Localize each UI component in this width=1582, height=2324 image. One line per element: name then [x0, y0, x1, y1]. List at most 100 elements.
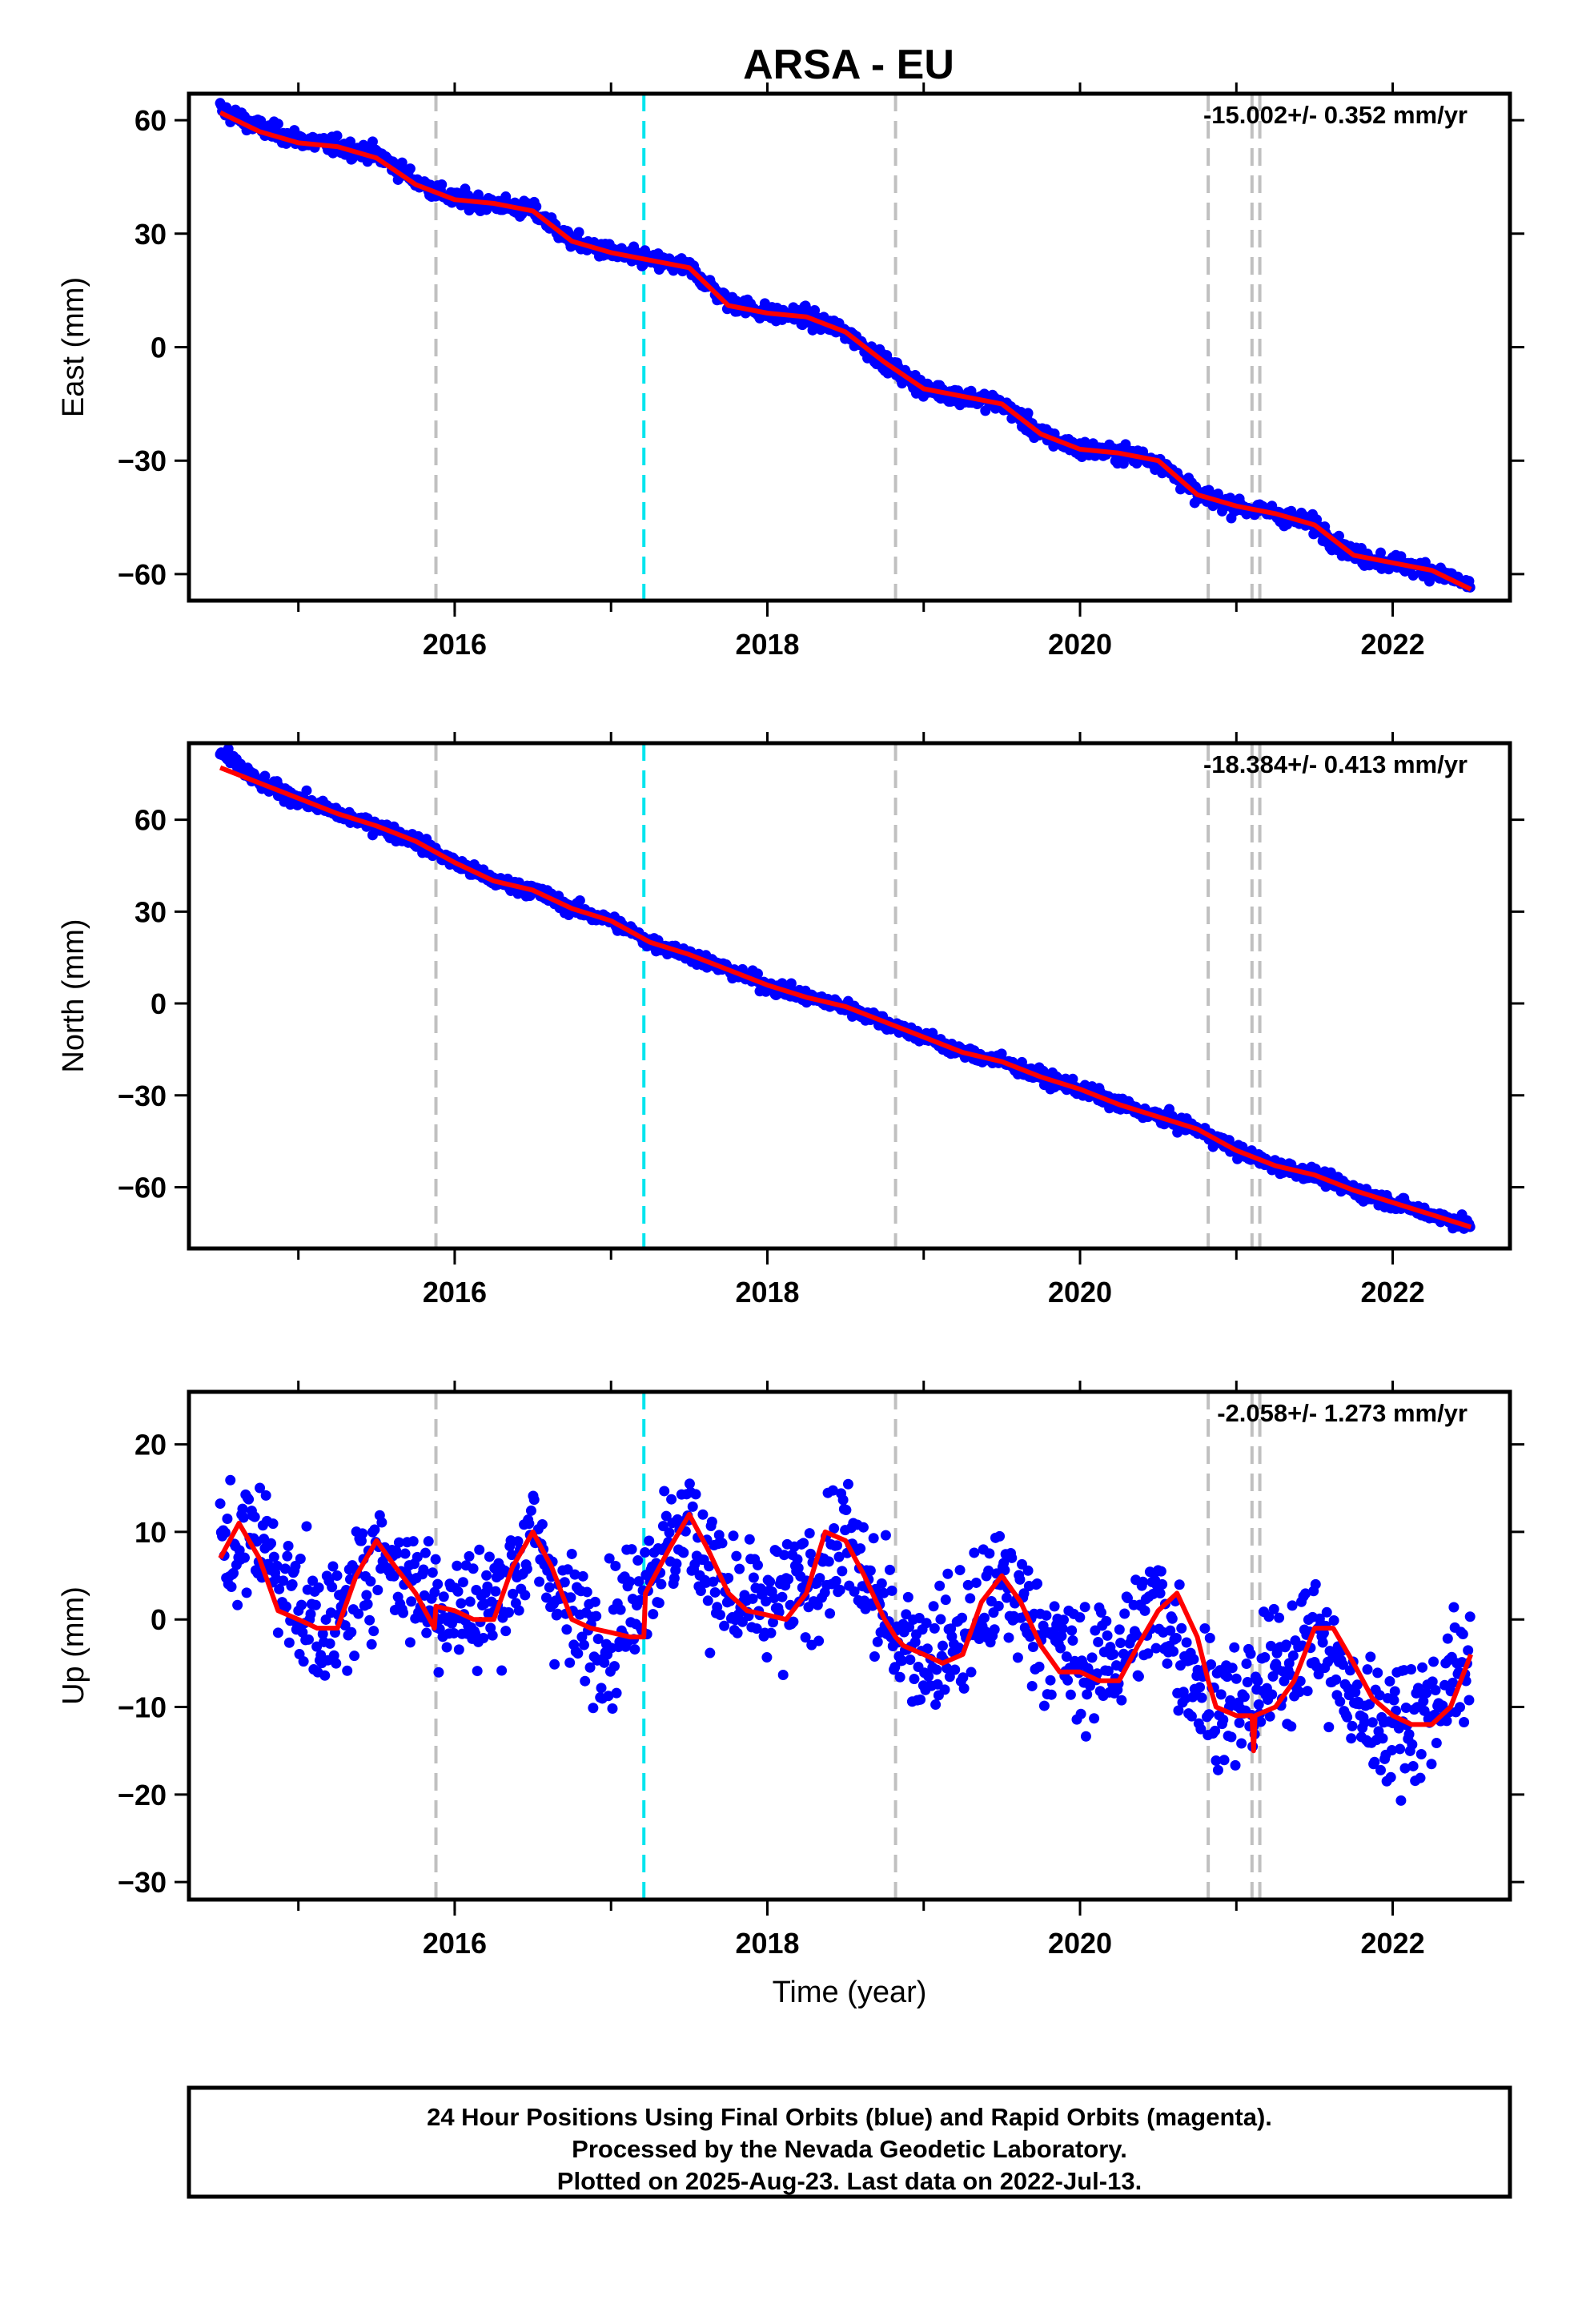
up-data-point [580, 1675, 591, 1687]
up-data-point [226, 1582, 237, 1593]
north-data-point [574, 895, 585, 906]
up-data-point [894, 1671, 905, 1683]
north-y-tick-label: 30 [135, 895, 167, 928]
up-data-point [504, 1607, 515, 1618]
up-data-point [994, 1530, 1006, 1542]
east-x-tick-label: 2020 [1048, 628, 1112, 661]
up-data-point [430, 1554, 441, 1565]
up-data-point [1212, 1764, 1223, 1775]
up-data-point [1211, 1755, 1222, 1766]
up-data-point [768, 1617, 779, 1628]
up-data-point [564, 1657, 576, 1668]
up-data-point [761, 1596, 772, 1607]
up-data-point [1338, 1659, 1349, 1671]
north-model-line [219, 765, 1472, 1230]
north-rate-label: -18.384+/- 0.413 mm/yr [1203, 750, 1468, 778]
up-data-point [1210, 1725, 1221, 1736]
up-data-point [769, 1593, 780, 1604]
up-data-point [484, 1551, 495, 1562]
up-data-point [487, 1630, 498, 1641]
up-data-point [342, 1665, 353, 1676]
up-data-point [855, 1543, 866, 1554]
up-data-point [1234, 1717, 1245, 1728]
up-data-point [751, 1623, 762, 1634]
up-data-point [1173, 1705, 1184, 1716]
up-data-point [215, 1498, 226, 1510]
up-data-point [777, 1591, 788, 1602]
north-data-point [259, 770, 271, 782]
up-data-point [1226, 1731, 1237, 1743]
east-data-point [472, 189, 484, 200]
up-data-point [1074, 1612, 1086, 1623]
up-data-point [697, 1509, 709, 1520]
up-data-point [1259, 1652, 1271, 1663]
up-data-point [1407, 1739, 1418, 1750]
up-data-point [800, 1632, 811, 1643]
up-data-point [719, 1620, 730, 1631]
up-data-point [559, 1577, 570, 1588]
up-data-point [1310, 1578, 1321, 1590]
up-data-point [1102, 1630, 1113, 1641]
up-data-point [966, 1667, 977, 1678]
up-data-point [868, 1533, 879, 1544]
up-data-point [260, 1490, 271, 1501]
up-data-point [1395, 1795, 1407, 1806]
up-data-point [468, 1563, 479, 1574]
up-data-point [1181, 1637, 1192, 1648]
up-data-point [271, 1560, 283, 1571]
up-data-point [432, 1578, 444, 1590]
up-data-point [272, 1627, 283, 1638]
up-data-point [1080, 1731, 1091, 1742]
up-data-point [1022, 1565, 1034, 1576]
up-data-point [798, 1538, 809, 1549]
up-data-point [1347, 1720, 1358, 1731]
up-data-point [1108, 1649, 1119, 1660]
up-y-axis-label: Up (mm) [57, 1586, 90, 1705]
east-data-point [367, 136, 378, 147]
up-data-point [376, 1517, 387, 1528]
up-data-point [421, 1627, 432, 1638]
up-data-point [365, 1576, 376, 1587]
up-data-point [1114, 1624, 1125, 1635]
up-data-point [1430, 1685, 1441, 1696]
up-data-point [1057, 1623, 1068, 1634]
up-data-point [353, 1608, 364, 1619]
up-data-point [1428, 1656, 1439, 1667]
up-data-point [984, 1548, 995, 1559]
east-y-tick-label: 30 [135, 218, 167, 251]
up-data-point [1287, 1650, 1299, 1661]
up-data-point [1447, 1677, 1459, 1688]
up-data-point [1342, 1711, 1353, 1723]
up-data-point [1195, 1682, 1206, 1693]
up-data-point [709, 1586, 721, 1598]
up-data-point [624, 1576, 636, 1587]
up-data-point [1230, 1759, 1241, 1771]
up-data-point [1407, 1760, 1419, 1771]
up-data-point [1241, 1658, 1252, 1669]
up-data-point [448, 1627, 460, 1638]
east-data-point [1333, 530, 1344, 541]
up-data-point [713, 1530, 725, 1541]
up-data-point [1415, 1772, 1426, 1783]
up-data-point [905, 1654, 916, 1665]
up-data-point [1165, 1625, 1176, 1636]
up-data-point [872, 1636, 883, 1647]
up-data-point [702, 1595, 713, 1606]
up-data-point [744, 1534, 755, 1545]
up-data-point [842, 1478, 853, 1490]
up-data-point [1115, 1638, 1126, 1649]
up-data-point [296, 1599, 307, 1610]
up-data-point [1415, 1748, 1427, 1759]
up-data-point [715, 1610, 726, 1621]
up-data-point [588, 1703, 599, 1714]
up-data-point [549, 1659, 560, 1670]
up-data-point [364, 1614, 375, 1626]
up-data-point [1062, 1675, 1074, 1686]
up-data-point [339, 1620, 351, 1631]
up-data-point [935, 1614, 946, 1625]
up-data-point [1417, 1662, 1428, 1673]
up-data-point [928, 1601, 939, 1612]
up-data-point [629, 1644, 640, 1655]
up-data-point [536, 1518, 548, 1530]
up-data-point [1286, 1721, 1297, 1732]
